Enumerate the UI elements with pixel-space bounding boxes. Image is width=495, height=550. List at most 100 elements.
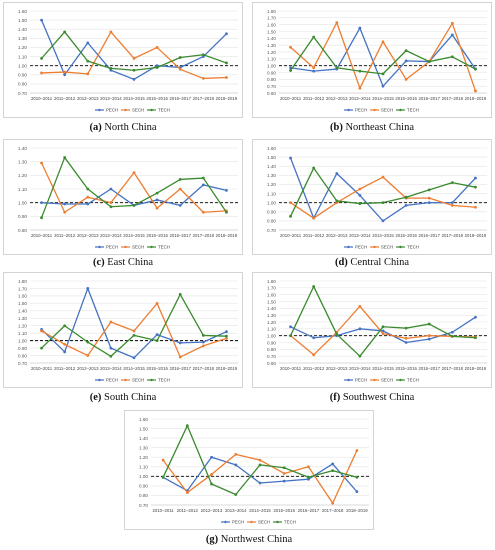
data-point-tech bbox=[201, 53, 205, 57]
data-point-tech bbox=[289, 334, 292, 338]
data-point-pech bbox=[155, 198, 159, 202]
y-tick-label: 1.20 bbox=[139, 455, 148, 460]
chart-southwest-china: 0.60 0.70 0.80 0.90 1.00 1.10 1.20 1.30 1.40 1.50… bbox=[252, 272, 492, 388]
data-point-sech bbox=[109, 30, 113, 34]
data-point-sech bbox=[210, 473, 213, 476]
x-tick-label: 2013–2014 bbox=[100, 366, 122, 371]
x-tick-label: 2011–2012 bbox=[303, 366, 325, 371]
legend-label-pech: PECH bbox=[106, 108, 118, 113]
legend-marker-tech bbox=[399, 378, 402, 382]
y-tick-label: 0.90 bbox=[18, 346, 27, 351]
data-point-tech bbox=[201, 334, 205, 337]
data-point-sech bbox=[474, 205, 477, 209]
data-point-tech bbox=[307, 475, 310, 479]
x-tick-label: 2011–2012 bbox=[303, 96, 325, 101]
y-tick-label: 1.00 bbox=[18, 63, 27, 68]
data-point-tech bbox=[282, 466, 286, 470]
data-point-tech bbox=[40, 216, 43, 220]
data-point-pech bbox=[40, 201, 43, 205]
data-point-pech bbox=[109, 187, 113, 191]
data-point-pech bbox=[178, 341, 182, 345]
x-tick-label: 2015–2016 bbox=[395, 233, 417, 238]
x-tick-label: 2016–2017 bbox=[418, 233, 440, 238]
x-tick-label: 2012–2013 bbox=[326, 96, 348, 101]
data-point-sech bbox=[132, 329, 136, 333]
x-tick-label: 2010–2011 bbox=[280, 366, 302, 371]
y-tick-label: 1.50 bbox=[267, 29, 276, 34]
y-tick-label: 1.00 bbox=[18, 338, 27, 343]
data-point-pech bbox=[86, 287, 90, 290]
legend-label-tech: TECH bbox=[158, 245, 170, 250]
x-tick-label: 2015–2016 bbox=[146, 96, 168, 101]
chart-east-china: 0.80 0.90 1.00 1.10 1.20 1.30 1.40 2010–2011 201… bbox=[3, 139, 243, 255]
data-point-sech bbox=[312, 66, 316, 70]
x-tick-label: 2010–2011 bbox=[31, 366, 53, 371]
data-point-sech bbox=[381, 40, 385, 44]
data-point-pech bbox=[358, 26, 362, 30]
y-tick-label: 1.50 bbox=[267, 155, 276, 160]
caption-letter: (c) bbox=[92, 257, 105, 268]
legend-label-pech: PECH bbox=[106, 378, 118, 383]
data-point-sech bbox=[155, 206, 159, 210]
data-point-tech bbox=[450, 181, 454, 185]
data-point-pech bbox=[474, 315, 477, 319]
y-tick-label: 1.10 bbox=[139, 465, 148, 470]
y-tick-label: 1.30 bbox=[18, 316, 27, 321]
data-point-tech bbox=[450, 55, 454, 59]
legend-label-tech: TECH bbox=[158, 108, 170, 113]
legend-marker-sech bbox=[373, 108, 376, 112]
x-tick-label: 2011–2012 bbox=[54, 233, 76, 238]
y-tick-label: 0.70 bbox=[267, 228, 276, 233]
y-tick-label: 0.90 bbox=[18, 214, 27, 219]
x-tick-label: 2015–2016 bbox=[395, 366, 417, 371]
data-point-sech bbox=[40, 161, 43, 165]
data-point-pech bbox=[225, 188, 228, 192]
x-tick-label: 2012–2013 bbox=[77, 366, 99, 371]
data-point-pech bbox=[132, 356, 136, 360]
y-tick-label: 0.70 bbox=[18, 361, 27, 366]
data-point-sech bbox=[132, 56, 136, 60]
data-point-pech bbox=[63, 350, 67, 354]
data-point-tech bbox=[201, 176, 205, 180]
y-tick-label: 1.50 bbox=[139, 426, 148, 431]
chart-north-china: 0.70 0.80 0.90 1.00 1.10 1.20 1.30 1.40 1.50 1.60… bbox=[3, 2, 243, 118]
y-tick-label: 1.10 bbox=[18, 187, 27, 192]
y-tick-label: 1.10 bbox=[267, 57, 276, 62]
y-tick-label: 1.40 bbox=[267, 36, 276, 41]
legend-marker-sech bbox=[124, 108, 127, 112]
x-tick-label: 2018–2019 bbox=[465, 96, 487, 101]
data-point-tech bbox=[40, 56, 43, 60]
data-point-pech bbox=[289, 325, 292, 329]
x-tick-label: 2015–2016 bbox=[146, 366, 168, 371]
data-point-tech bbox=[185, 424, 189, 428]
data-point-tech bbox=[335, 66, 339, 70]
x-tick-label: 2014–2015 bbox=[372, 233, 394, 238]
data-point-tech bbox=[258, 463, 262, 467]
data-point-pech bbox=[201, 183, 205, 187]
data-point-sech bbox=[289, 201, 292, 205]
data-point-tech bbox=[404, 195, 408, 199]
data-point-tech bbox=[358, 354, 362, 358]
x-tick-label: 2012–2013 bbox=[77, 233, 99, 238]
legend-marker-sech bbox=[250, 520, 253, 524]
data-point-tech bbox=[335, 332, 339, 336]
data-point-pech bbox=[312, 336, 316, 340]
data-point-pech bbox=[335, 172, 339, 175]
series-line-sech bbox=[290, 21, 477, 92]
legend-marker-pech bbox=[347, 378, 350, 382]
caption-letter: (f) bbox=[329, 392, 341, 403]
caption-text: East China bbox=[104, 257, 154, 268]
caption-northeast-china: (b) Northeast China bbox=[252, 122, 492, 133]
data-point-tech bbox=[109, 354, 113, 358]
data-point-sech bbox=[178, 187, 182, 191]
x-tick-label: 2011–2012 bbox=[177, 508, 199, 513]
chart-northeast-china: 0.60 0.70 0.80 0.90 1.00 1.10 1.20 1.30 1.40 1.50… bbox=[252, 2, 492, 118]
y-tick-label: 1.10 bbox=[267, 327, 276, 332]
y-tick-label: 1.40 bbox=[18, 146, 27, 151]
y-tick-label: 0.70 bbox=[139, 503, 148, 508]
legend-label-sech: SECH bbox=[381, 108, 393, 113]
legend-marker-tech bbox=[399, 108, 402, 112]
chart-northwest-china: 0.70 0.80 0.90 1.00 1.10 1.20 1.30 1.40 1.50 1.60… bbox=[124, 410, 374, 530]
data-point-tech bbox=[450, 334, 454, 338]
